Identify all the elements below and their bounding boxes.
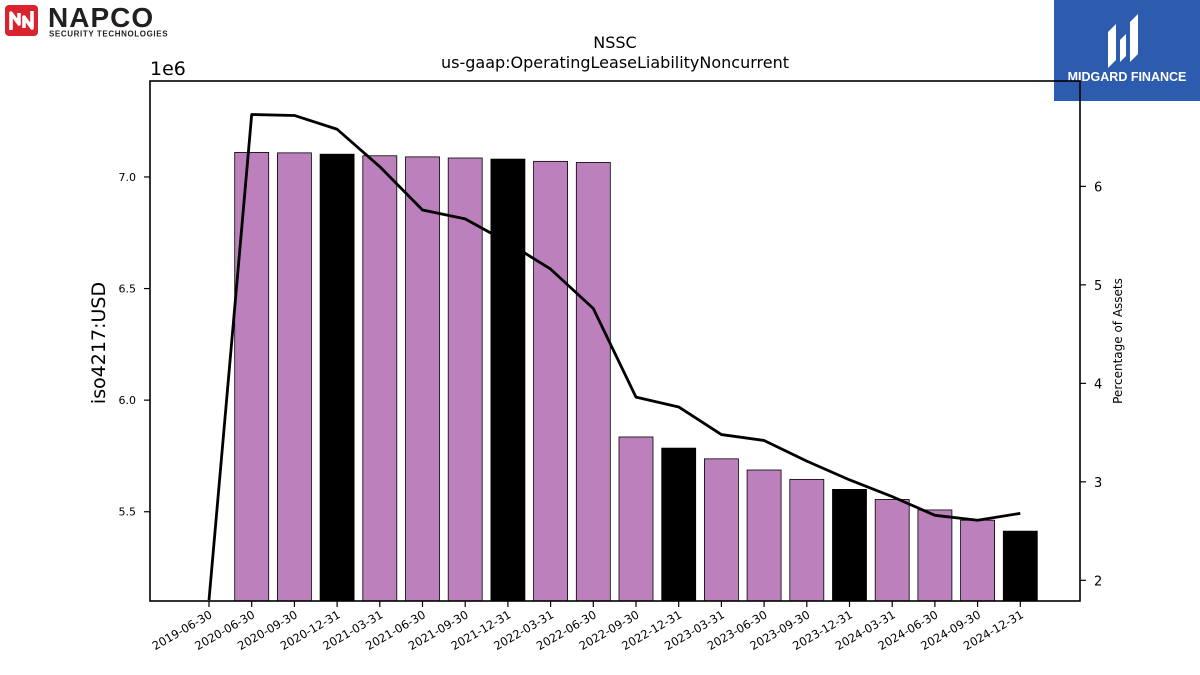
bar-2022-06-30 [575,162,611,602]
plot-area: 2019-06-302020-06-302020-09-302020-12-31… [119,113,1102,653]
bar-2022-03-31 [533,160,568,602]
bar-2023-03-31 [704,458,739,602]
y-tick-label: 5.5 [119,506,137,519]
y2-tick-label: 3 [1094,476,1102,491]
y-tick-label: 6.0 [119,394,137,407]
napco-wordmark: NAPCO [48,4,154,33]
bar-2023-09-30 [789,478,825,602]
bar-2021-12-31 [490,158,526,602]
chart-subtitle: us-gaap:OperatingLeaseLiabilityNoncurren… [441,53,789,72]
napco-tagline: SECURITY TECHNOLOGIES [49,30,168,39]
chart-title: NSSC [593,33,636,52]
bar-2020-06-30 [234,152,270,602]
y-offset-label: 1e6 [150,58,186,80]
y-axis-label: iso4217:USD [88,282,110,404]
bar-2022-12-31 [661,447,697,602]
bar-2023-06-30 [746,469,782,602]
midgard-mark-icon [1108,14,1138,68]
bar-2021-03-31 [362,155,398,602]
y2-tick-label: 2 [1094,574,1102,589]
bar-2020-12-31 [319,153,355,602]
bar-2022-09-30 [618,436,654,602]
bar-2024-09-30 [960,519,995,602]
midgard-wordmark: MIDGARD FINANCE [1068,70,1187,84]
y-tick-label: 6.5 [119,283,137,296]
bar-2024-12-31 [1002,530,1038,602]
bar-2020-09-30 [276,152,312,602]
napco-mark-icon [5,5,38,36]
napco-logo: NAPCO SECURITY TECHNOLOGIES [4,2,209,40]
bar-2024-03-31 [874,499,910,602]
plot-frame [149,80,1081,602]
line-percentage-of-assets [207,113,1021,601]
bar-2021-09-30 [447,157,483,602]
bar-2024-06-30 [917,509,953,602]
bar-2023-12-31 [832,489,867,602]
bar-2021-06-30 [405,156,440,602]
y2-tick-label: 5 [1094,279,1102,294]
y2-tick-label: 6 [1094,180,1102,195]
y2-tick-label: 4 [1094,377,1102,392]
y-tick-label: 7.0 [119,171,137,184]
y2-axis-label: Percentage of Assets [1111,278,1125,404]
midgard-logo: MIDGARD FINANCE [1054,0,1200,101]
